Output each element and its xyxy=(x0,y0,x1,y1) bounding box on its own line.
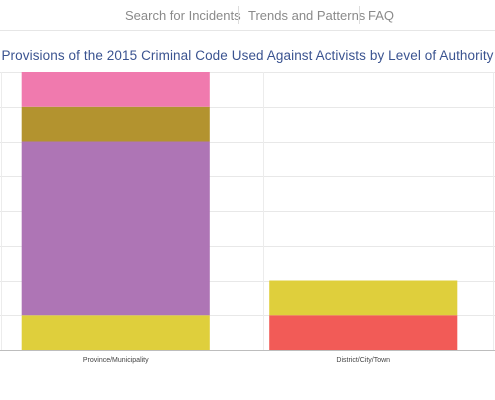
chart-x-axis: Province/Municipality District/City/Town xyxy=(83,357,390,364)
bar-segment[interactable] xyxy=(21,315,210,350)
nav-faq-link[interactable]: FAQ xyxy=(368,8,395,23)
nav-divider xyxy=(238,6,239,24)
bar-segment[interactable] xyxy=(269,280,458,316)
x-tick-label: District/City/Town xyxy=(336,357,390,364)
bar-segment[interactable] xyxy=(21,72,210,107)
nav-search-incidents-link[interactable]: Search for Incidents xyxy=(125,8,241,23)
bar-segment[interactable] xyxy=(21,141,210,316)
chart-bars xyxy=(21,72,458,350)
nav-trends-patterns-link[interactable]: Trends and Patterns xyxy=(248,8,366,23)
x-tick-label: Province/Municipality xyxy=(83,357,149,364)
chart-title: Provisions of the 2015 Criminal Code Use… xyxy=(1,48,494,63)
bar-segment[interactable] xyxy=(269,315,458,350)
top-navigation: Search for Incidents Trends and Patterns… xyxy=(0,0,495,31)
bar-segment[interactable] xyxy=(21,106,210,142)
nav-divider xyxy=(359,6,360,24)
